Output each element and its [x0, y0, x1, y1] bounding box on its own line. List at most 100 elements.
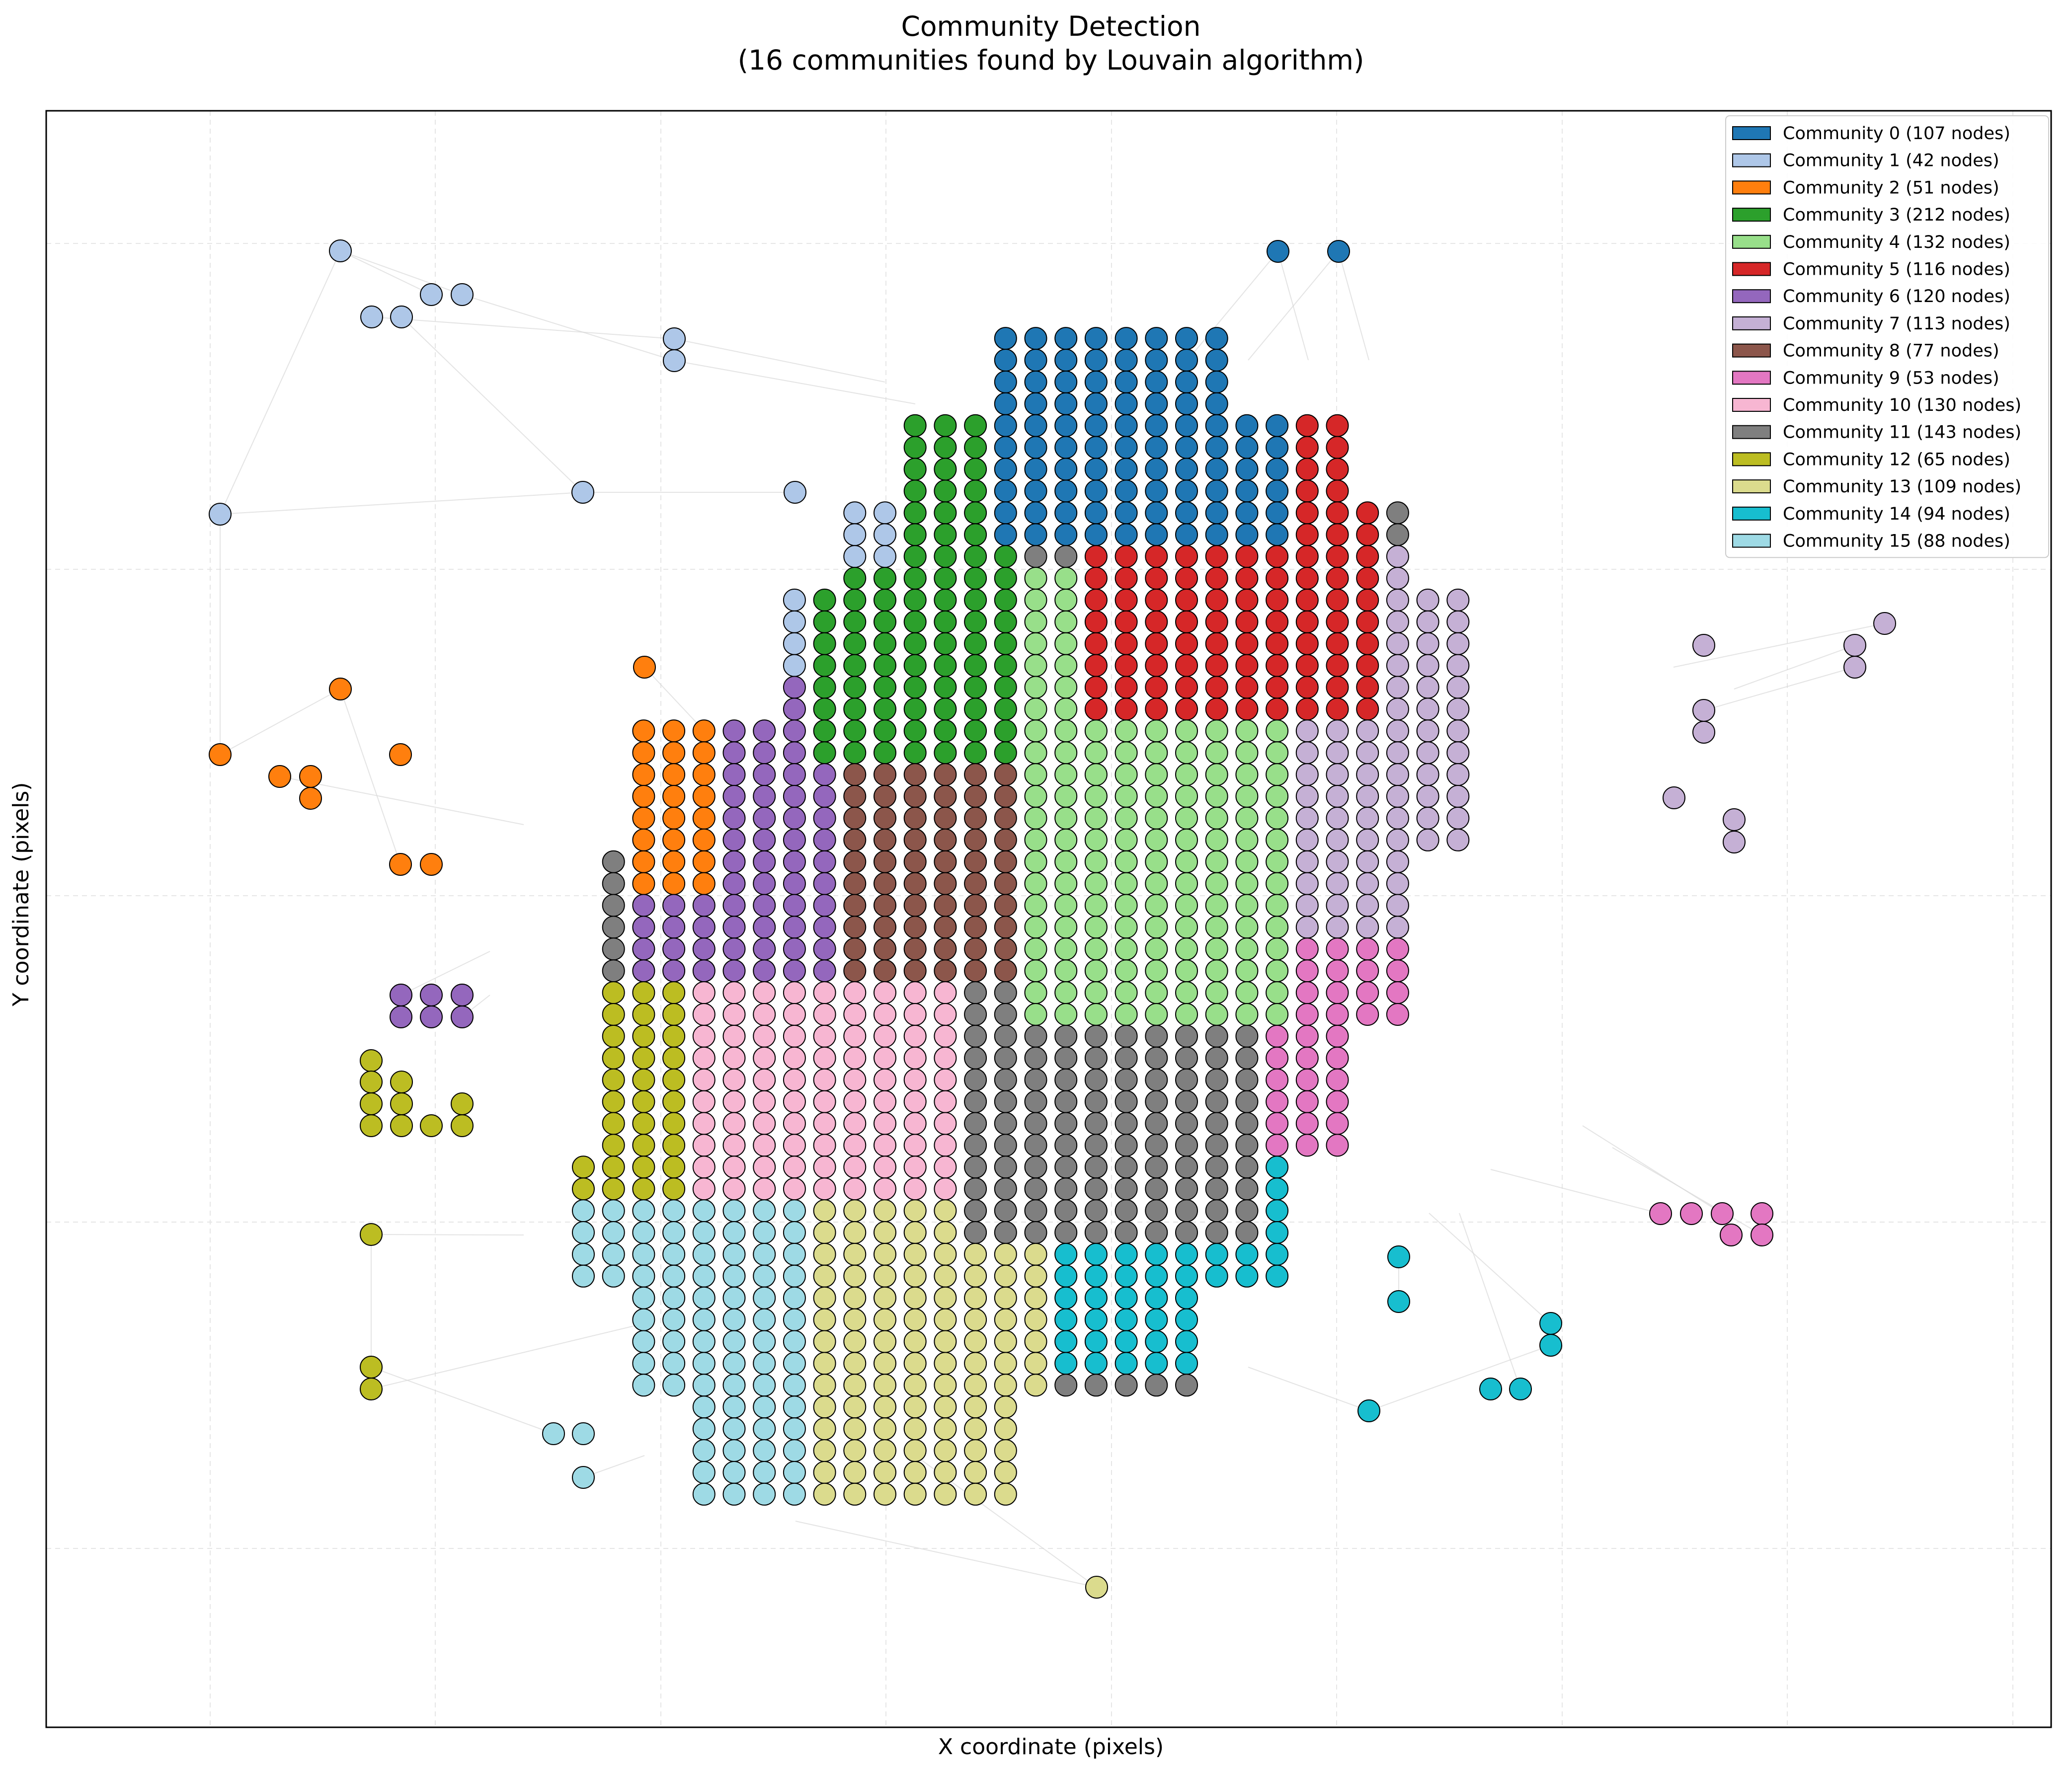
- node-community-0: [1205, 523, 1228, 546]
- node-community-4: [1054, 894, 1078, 917]
- node-community-10: [692, 1068, 716, 1091]
- node-community-0: [1054, 349, 1078, 372]
- node-community-4: [1145, 937, 1168, 961]
- node-community-4: [1054, 610, 1078, 633]
- node-community-13: [903, 1221, 927, 1244]
- node-community-3: [813, 676, 836, 699]
- legend-swatch: [1732, 289, 1771, 304]
- node-community-15: [722, 1417, 746, 1441]
- node-community-0: [1024, 479, 1047, 503]
- node-community-4: [1024, 937, 1047, 961]
- node-community-12: [632, 1177, 655, 1201]
- node-community-13: [874, 1242, 896, 1266]
- node-community-10: [934, 1024, 957, 1048]
- node-community-0: [1205, 327, 1228, 350]
- node-community-5: [1295, 697, 1319, 721]
- node-community-15: [753, 1286, 776, 1310]
- node-community-7: [1386, 654, 1409, 677]
- legend-swatch: [1732, 506, 1771, 521]
- node-community-8: [934, 959, 957, 983]
- node-community-4: [1266, 785, 1289, 808]
- node-community-11: [1205, 1134, 1228, 1157]
- node-community-0: [1145, 392, 1168, 415]
- node-community-4: [1266, 741, 1289, 765]
- node-community-12: [632, 1046, 655, 1070]
- node-community-3: [903, 523, 927, 546]
- node-community-3: [964, 697, 987, 721]
- node-community-7: [1723, 808, 1746, 831]
- node-community-8: [903, 806, 927, 830]
- node-community-6: [813, 937, 836, 961]
- node-community-4: [1266, 828, 1289, 851]
- node-community-15: [753, 1308, 776, 1331]
- node-community-6: [753, 719, 776, 743]
- node-community-4: [1145, 1003, 1168, 1026]
- node-community-15: [692, 1374, 716, 1397]
- node-community-7: [1386, 610, 1409, 633]
- node-community-0: [1175, 479, 1198, 503]
- node-community-0: [1115, 370, 1138, 393]
- node-community-11: [1054, 1112, 1078, 1135]
- node-community-5: [1175, 588, 1198, 612]
- node-community-3: [903, 676, 927, 699]
- node-community-12: [602, 1156, 625, 1179]
- legend-swatch: [1732, 479, 1771, 494]
- node-community-5: [1235, 545, 1259, 568]
- node-community-5: [1295, 479, 1319, 503]
- node-community-15: [692, 1352, 716, 1375]
- node-community-11: [602, 916, 625, 939]
- node-community-6: [783, 828, 806, 851]
- node-community-6: [753, 850, 776, 873]
- node-community-4: [1235, 894, 1259, 917]
- chart-title-line1: Community Detection: [901, 10, 1201, 42]
- node-community-3: [903, 458, 927, 481]
- node-community-13: [994, 1482, 1017, 1506]
- node-community-5: [1205, 676, 1228, 699]
- node-community-11: [964, 1003, 987, 1026]
- node-community-12: [632, 1156, 655, 1179]
- node-community-10: [843, 1003, 867, 1026]
- node-community-0: [1235, 523, 1259, 546]
- node-community-15: [662, 1308, 686, 1331]
- node-community-10: [903, 981, 927, 1004]
- node-community-15: [722, 1221, 746, 1244]
- node-community-11: [1115, 1177, 1138, 1201]
- node-community-4: [1145, 894, 1168, 917]
- node-community-15: [692, 1482, 716, 1506]
- node-community-11: [1115, 1199, 1138, 1223]
- node-community-0: [1024, 370, 1047, 393]
- node-community-11: [1084, 1156, 1108, 1179]
- graph-edge: [1338, 251, 1369, 361]
- node-community-0: [1115, 392, 1138, 415]
- node-community-4: [1084, 981, 1108, 1004]
- node-community-4: [1175, 916, 1198, 939]
- node-community-11: [994, 1221, 1017, 1244]
- legend-swatch: [1732, 343, 1771, 358]
- node-community-0: [1145, 370, 1168, 393]
- node-community-10: [934, 1003, 957, 1026]
- node-community-3: [903, 610, 927, 633]
- node-community-15: [783, 1417, 806, 1441]
- node-community-7: [1416, 806, 1439, 830]
- node-community-5: [1235, 588, 1259, 612]
- node-community-3: [813, 632, 836, 655]
- node-community-4: [1205, 916, 1228, 939]
- graph-edge: [220, 250, 341, 515]
- node-community-0: [1115, 501, 1138, 525]
- node-community-11: [1205, 1024, 1228, 1048]
- node-community-4: [1205, 828, 1228, 851]
- node-community-15: [572, 1199, 595, 1223]
- node-community-6: [783, 763, 806, 786]
- node-community-10: [753, 1046, 776, 1070]
- node-community-8: [874, 828, 896, 851]
- node-community-3: [903, 588, 927, 612]
- node-community-8: [994, 763, 1017, 786]
- node-community-5: [1326, 458, 1349, 481]
- node-community-12: [572, 1156, 595, 1179]
- node-community-15: [753, 1395, 776, 1419]
- node-community-6: [722, 806, 746, 830]
- node-community-7: [1356, 741, 1379, 765]
- node-community-9: [1266, 1090, 1289, 1113]
- node-community-15: [753, 1264, 776, 1288]
- node-community-8: [903, 872, 927, 895]
